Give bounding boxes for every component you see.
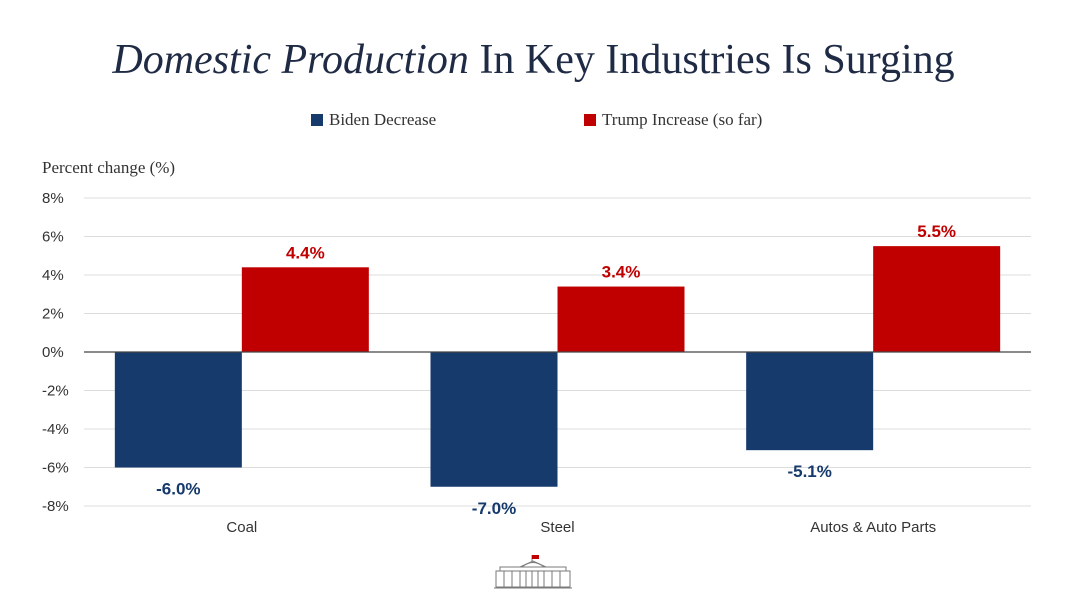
bar-biden-coal (114, 352, 242, 468)
data-label: 4.4% (286, 243, 325, 262)
x-category-label: Coal (226, 519, 257, 536)
y-tick-label: -8% (42, 498, 69, 515)
data-label: -5.1% (787, 462, 831, 481)
chart-legend: Biden Decrease Trump Increase (so far) (0, 110, 1067, 132)
legend-label-trump: Trump Increase (so far) (602, 110, 763, 129)
y-tick-label: -6% (42, 460, 69, 477)
chart-title-rest: In Key Industries Is Surging (479, 37, 955, 83)
y-tick-label: 2% (42, 306, 64, 323)
bar-biden-autos (746, 352, 874, 451)
y-tick-label: 6% (42, 229, 64, 246)
data-label: 5.5% (917, 222, 956, 241)
data-label: 3.4% (602, 263, 641, 282)
legend-item-biden: Biden Decrease (311, 110, 436, 130)
bar-biden-steel (430, 352, 558, 487)
y-axis-label: Percent change (%) (42, 158, 176, 177)
legend-label-biden: Biden Decrease (329, 110, 437, 129)
legend-item-trump: Trump Increase (so far) (584, 110, 762, 130)
data-label: -6.0% (156, 480, 200, 499)
y-tick-label: 8% (42, 190, 64, 207)
x-category-label: Autos & Auto Parts (810, 519, 936, 536)
bar-trump-autos (873, 246, 1001, 352)
y-tick-label: 4% (42, 267, 64, 284)
x-category-label: Steel (540, 519, 574, 536)
legend-swatch-trump (584, 114, 596, 126)
data-label: -7.0% (472, 499, 516, 518)
chart-title-italic: Domestic Production (112, 37, 469, 83)
bar-trump-coal (241, 267, 369, 352)
white-house-icon (494, 555, 572, 589)
y-tick-label: -4% (42, 421, 69, 438)
y-tick-label: 0% (42, 344, 64, 361)
bar-trump-steel (557, 286, 685, 352)
chart-title: Domestic Production In Key Industries Is… (0, 36, 1067, 84)
y-tick-label: -2% (42, 383, 69, 400)
legend-swatch-biden (311, 114, 323, 126)
